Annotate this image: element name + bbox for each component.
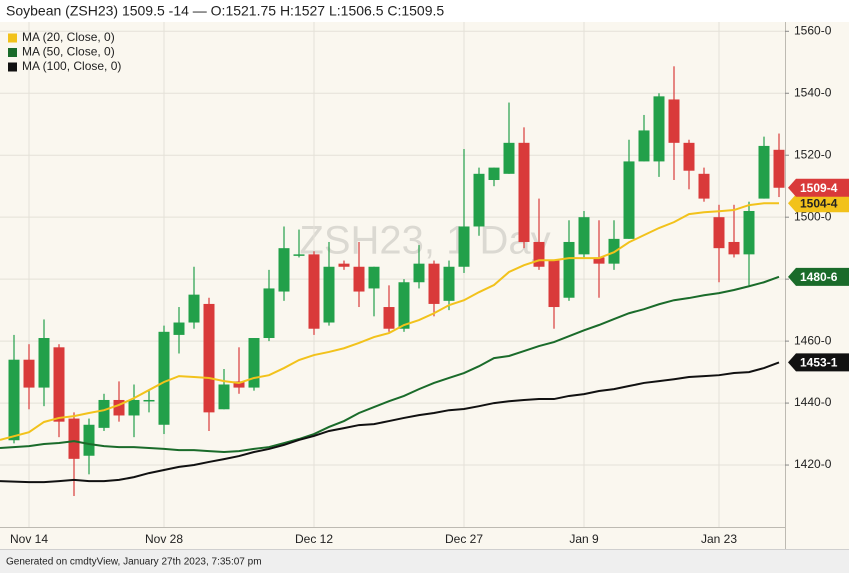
- price-tag-label: 1480-6: [800, 270, 838, 284]
- x-tick-label: Jan 9: [569, 532, 599, 546]
- candle-body: [173, 322, 185, 335]
- candle-body: [263, 288, 275, 339]
- grid-layer: [0, 22, 789, 527]
- y-tick-label: 1440-0: [794, 395, 832, 409]
- candle-body: [488, 167, 500, 181]
- price-tag: [788, 267, 849, 286]
- candle-body: [428, 263, 440, 304]
- candle-body: [578, 217, 590, 255]
- price-tag-label: 1504-4: [800, 196, 838, 210]
- candle-body: [8, 359, 20, 441]
- price-tag-label: 1453-1: [800, 356, 838, 370]
- candle-body: [98, 399, 110, 428]
- candle-body: [278, 248, 290, 292]
- candle-body: [53, 347, 65, 422]
- candle-body: [653, 96, 665, 162]
- ma-line: [0, 202, 779, 441]
- candle-body: [113, 399, 125, 416]
- candle-body: [773, 149, 785, 188]
- candle-body: [383, 307, 395, 329]
- candle-body: [593, 257, 605, 264]
- x-tick-label: Nov 28: [145, 532, 183, 546]
- candle-body: [458, 226, 470, 267]
- x-tick-label: Dec 27: [445, 532, 483, 546]
- candle-body: [473, 173, 485, 227]
- y-tick-label: 1540-0: [794, 85, 832, 99]
- candle-body: [638, 130, 650, 162]
- watermark: ZSH23, 1 Day: [299, 219, 550, 263]
- price-tag-label: 1509-4: [800, 181, 838, 195]
- candle-body: [668, 99, 680, 143]
- candle-body: [623, 161, 635, 239]
- candle-body: [233, 381, 245, 388]
- candle-body: [713, 217, 725, 249]
- candle-body: [128, 399, 140, 416]
- candle-body: [683, 142, 695, 171]
- candle-body: [443, 266, 455, 301]
- legend-label: MA (20, Close, 0): [22, 30, 115, 44]
- candle-body: [743, 210, 755, 255]
- overlay-layer: 1420-01440-01460-01480-01500-01520-01540…: [8, 23, 849, 546]
- y-tick-label: 1460-0: [794, 333, 832, 347]
- candle-body: [323, 266, 335, 323]
- candle-body: [413, 263, 425, 283]
- candle-body: [518, 142, 530, 242]
- legend-swatch: [8, 62, 17, 72]
- legend-swatch: [8, 48, 17, 57]
- candle-body: [38, 338, 50, 388]
- candle-body: [698, 173, 710, 199]
- ma-line: [0, 275, 780, 454]
- legend-swatch: [8, 33, 17, 43]
- title-bar: [0, 0, 849, 22]
- candle-body: [83, 424, 95, 456]
- candle-body: [248, 338, 260, 388]
- candle-body: [218, 384, 230, 410]
- candle-body: [293, 254, 305, 256]
- candle-body: [758, 145, 770, 199]
- price-tag: [788, 194, 849, 213]
- candle-body: [158, 331, 170, 425]
- y-tick-label: 1500-0: [794, 209, 832, 223]
- candle-body: [398, 282, 410, 329]
- candle-body: [563, 241, 575, 298]
- legend-label: MA (50, Close, 0): [22, 45, 115, 59]
- candle-body: [203, 303, 215, 413]
- candle-body: [143, 399, 155, 402]
- candle-body: [338, 263, 350, 267]
- legend-label: MA (100, Close, 0): [22, 59, 121, 73]
- y-tick-label: 1520-0: [794, 147, 832, 161]
- plot-layer: [0, 66, 785, 497]
- candle-body: [353, 266, 365, 292]
- y-tick-label: 1560-0: [794, 23, 832, 37]
- candle-body: [728, 241, 740, 255]
- x-tick-label: Nov 14: [10, 532, 48, 546]
- candle-body: [188, 294, 200, 323]
- chart-title: Soybean (ZSH23) 1509.5 -14 — O:1521.75 H…: [6, 3, 444, 19]
- y-tick-label: 1420-0: [794, 457, 832, 471]
- candle-body: [308, 254, 320, 329]
- x-tick-label: Jan 23: [701, 532, 737, 546]
- candle-body: [503, 142, 515, 174]
- ma-line: [0, 361, 780, 484]
- candle-body: [68, 418, 80, 459]
- candle-body: [548, 260, 560, 308]
- candle-body: [23, 359, 35, 388]
- x-tick-label: Dec 12: [295, 532, 333, 546]
- footer-bar: [0, 550, 849, 573]
- candle-body: [368, 266, 380, 289]
- footer: Generated on cmdtyView, January 27th 202…: [6, 557, 262, 568]
- price-tag: [788, 178, 849, 197]
- price-tag: [788, 353, 849, 372]
- candle-body: [533, 241, 545, 267]
